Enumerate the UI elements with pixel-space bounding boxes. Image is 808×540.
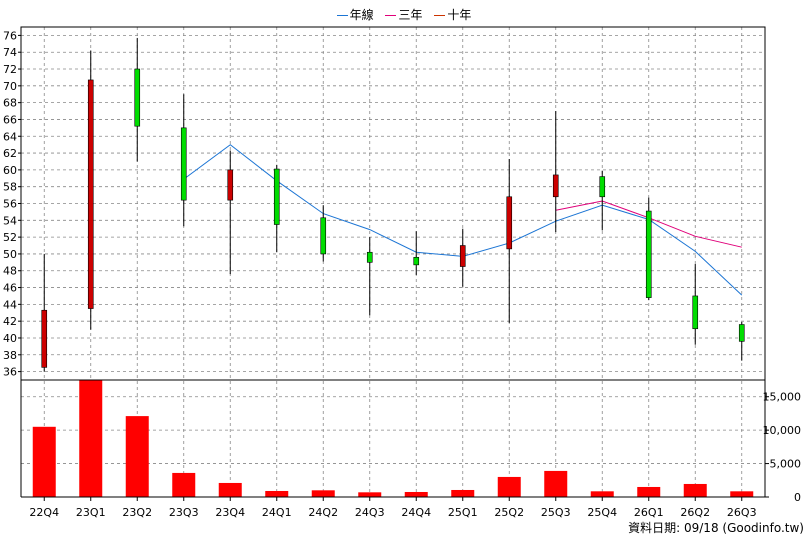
candle-up bbox=[320, 217, 327, 255]
three-year-line-swatch bbox=[385, 15, 397, 16]
candle-up bbox=[738, 324, 745, 342]
volume-tick-label: 15,000 bbox=[763, 391, 802, 404]
x-tick-label: 25Q4 bbox=[587, 506, 617, 519]
grid bbox=[21, 27, 765, 497]
price-tick-label: 42 bbox=[3, 315, 17, 328]
candle-up bbox=[692, 295, 699, 330]
volume-bar bbox=[79, 380, 103, 497]
price-tick-label: 48 bbox=[3, 265, 17, 278]
volume-bar bbox=[497, 476, 521, 497]
candle-up bbox=[180, 127, 187, 201]
price-tick-label: 70 bbox=[3, 80, 17, 93]
price-tick-label: 60 bbox=[3, 164, 17, 177]
price-tick-label: 38 bbox=[3, 349, 17, 362]
price-tick-label: 72 bbox=[3, 63, 17, 76]
volume-bar bbox=[730, 491, 754, 497]
x-tick-label: 23Q4 bbox=[215, 506, 245, 519]
legend-three-year-label: 三年 bbox=[398, 8, 423, 22]
legend-ten-year-label: 十年 bbox=[447, 8, 472, 22]
price-tick-label: 54 bbox=[3, 214, 17, 227]
x-tick-label: 24Q2 bbox=[308, 506, 338, 519]
volume-bar bbox=[544, 470, 568, 497]
volume-bar bbox=[637, 486, 661, 497]
legend-ten-year[interactable]: 十年 bbox=[434, 6, 471, 23]
x-tick-label: 23Q3 bbox=[169, 506, 199, 519]
x-tick-label: 23Q1 bbox=[76, 506, 106, 519]
volume-bar bbox=[358, 492, 382, 497]
price-tick-label: 68 bbox=[3, 97, 17, 110]
candle-down bbox=[459, 245, 466, 267]
x-tick-label: 26Q1 bbox=[634, 506, 664, 519]
volume-bar bbox=[265, 490, 289, 497]
x-tick-label: 24Q1 bbox=[262, 506, 292, 519]
x-tick-label: 25Q3 bbox=[541, 506, 571, 519]
x-tick-label: 26Q2 bbox=[680, 506, 710, 519]
candle-down bbox=[227, 169, 234, 201]
volume-bar bbox=[451, 489, 475, 497]
volume-bar bbox=[32, 426, 56, 497]
candle-up bbox=[366, 251, 373, 263]
price-tick-label: 46 bbox=[3, 282, 17, 295]
x-tick-label: 23Q2 bbox=[122, 506, 152, 519]
candlesticks bbox=[41, 37, 745, 372]
x-tick-label: 25Q2 bbox=[494, 506, 524, 519]
price-tick-label: 62 bbox=[3, 147, 17, 160]
chart-legend: 年線 三年 十年 bbox=[0, 6, 808, 23]
candle-down bbox=[506, 196, 513, 250]
volume-tick-label: 10,000 bbox=[763, 424, 802, 437]
x-tick-label: 24Q3 bbox=[355, 506, 385, 519]
volume-tick-label: 5,000 bbox=[770, 458, 802, 471]
price-tick-label: 40 bbox=[3, 332, 17, 345]
price-tick-label: 74 bbox=[3, 46, 17, 59]
volume-tick-label: 0 bbox=[794, 491, 801, 504]
price-tick-label: 50 bbox=[3, 248, 17, 261]
source-note: 資料日期: 09/18 (Goodinfo.tw) bbox=[628, 521, 804, 535]
x-tick-label: 25Q1 bbox=[448, 506, 478, 519]
volume-bar bbox=[218, 482, 242, 497]
candle-down bbox=[41, 309, 48, 368]
price-tick-label: 64 bbox=[3, 130, 17, 143]
volume-bars bbox=[32, 380, 754, 497]
legend-annual[interactable]: 年線 bbox=[336, 6, 374, 23]
x-tick-label: 26Q3 bbox=[727, 506, 757, 519]
annual-line-swatch bbox=[336, 15, 348, 16]
price-tick-label: 56 bbox=[3, 198, 17, 211]
candle-up bbox=[273, 168, 280, 225]
legend-annual-label: 年線 bbox=[349, 8, 374, 22]
candle-down bbox=[552, 174, 559, 198]
volume-bar bbox=[683, 483, 707, 497]
volume-bar bbox=[590, 491, 614, 497]
volume-bar bbox=[404, 491, 428, 497]
x-tick-label: 22Q4 bbox=[29, 506, 59, 519]
candle-up bbox=[599, 176, 606, 198]
ten-year-line-swatch bbox=[434, 15, 446, 16]
x-tick-label: 24Q4 bbox=[401, 506, 431, 519]
volume-bar bbox=[172, 472, 196, 497]
price-tick-label: 52 bbox=[3, 231, 17, 244]
price-tick-label: 76 bbox=[3, 29, 17, 42]
candle-up bbox=[413, 256, 420, 266]
volume-bar bbox=[311, 490, 335, 497]
price-tick-label: 36 bbox=[3, 366, 17, 379]
legend-three-year[interactable]: 三年 bbox=[385, 6, 423, 23]
price-tick-label: 44 bbox=[3, 298, 17, 311]
price-tick-label: 66 bbox=[3, 113, 17, 126]
candle-up bbox=[645, 210, 652, 298]
axes: 36 38 40 42 44 46 48 50 52 54 56 58 60 62 64 66 68 70 72 74… bbox=[3, 26, 802, 519]
volume-bar bbox=[125, 416, 149, 497]
candle-up bbox=[134, 68, 141, 127]
candle-down bbox=[87, 79, 94, 309]
price-tick-label: 58 bbox=[3, 181, 17, 194]
